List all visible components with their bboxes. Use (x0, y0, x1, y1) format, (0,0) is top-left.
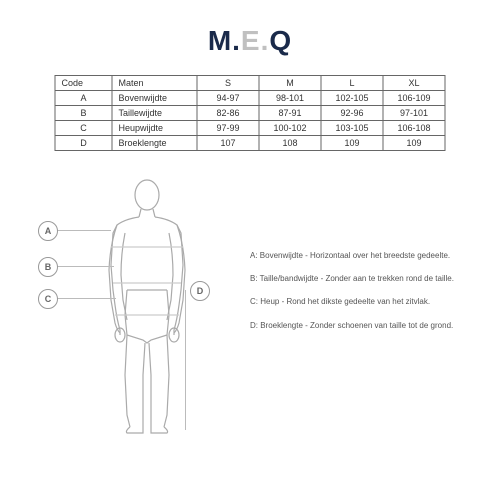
marker-b: B (38, 257, 58, 277)
marker-a: A (38, 221, 58, 241)
cell-code: C (55, 121, 112, 136)
header-l: L (321, 76, 383, 91)
logo-q: Q (269, 25, 292, 56)
cell-value: 106-109 (383, 91, 445, 106)
marker-c-label: C (45, 294, 52, 304)
table-row: A Bovenwijdte 94-97 98-101 102-105 106-1… (55, 91, 445, 106)
cell-value: 108 (259, 136, 321, 151)
header-m: M (259, 76, 321, 91)
logo-e: E. (241, 25, 269, 56)
brand-logo: M.E.Q (208, 25, 292, 57)
cell-value: 97-101 (383, 106, 445, 121)
cell-value: 87-91 (259, 106, 321, 121)
marker-line-a (56, 230, 111, 231)
cell-value: 97-99 (197, 121, 259, 136)
cell-label: Broeklengte (112, 136, 197, 151)
header-xl: XL (383, 76, 445, 91)
table-header-row: Code Maten S M L XL (55, 76, 445, 91)
table-row: D Broeklengte 107 108 109 109 (55, 136, 445, 151)
marker-line-b (56, 266, 114, 267)
table-row: C Heupwijdte 97-99 100-102 103-105 106-1… (55, 121, 445, 136)
cell-value: 107 (197, 136, 259, 151)
body-figure (55, 175, 225, 435)
description-c: C: Heup - Rond het dikste gedeelte van h… (250, 296, 460, 307)
size-chart-table: Code Maten S M L XL A Bovenwijdte 94-97 … (55, 75, 446, 151)
cell-value: 106-108 (383, 121, 445, 136)
cell-value: 98-101 (259, 91, 321, 106)
cell-label: Bovenwijdte (112, 91, 197, 106)
table-row: B Taillewijdte 82-86 87-91 92-96 97-101 (55, 106, 445, 121)
marker-d-label: D (197, 286, 204, 296)
cell-code: D (55, 136, 112, 151)
marker-line-c (56, 298, 116, 299)
cell-label: Heupwijdte (112, 121, 197, 136)
cell-value: 92-96 (321, 106, 383, 121)
marker-b-label: B (45, 262, 52, 272)
cell-value: 103-105 (321, 121, 383, 136)
measurement-descriptions: A: Bovenwijdte - Horizontaal over het br… (250, 250, 460, 343)
marker-d: D (190, 281, 210, 301)
header-code: Code (55, 76, 112, 91)
cell-code: B (55, 106, 112, 121)
cell-value: 82-86 (197, 106, 259, 121)
marker-line-d (185, 290, 186, 430)
cell-value: 94-97 (197, 91, 259, 106)
cell-value: 102-105 (321, 91, 383, 106)
cell-value: 109 (383, 136, 445, 151)
cell-code: A (55, 91, 112, 106)
logo-m: M. (208, 25, 241, 56)
description-a: A: Bovenwijdte - Horizontaal over het br… (250, 250, 460, 261)
header-maten: Maten (112, 76, 197, 91)
description-b: B: Taille/bandwijdte - Zonder aan te tre… (250, 273, 460, 284)
marker-a-label: A (45, 226, 52, 236)
cell-label: Taillewijdte (112, 106, 197, 121)
cell-value: 109 (321, 136, 383, 151)
header-s: S (197, 76, 259, 91)
figure-svg (55, 175, 225, 435)
cell-value: 100-102 (259, 121, 321, 136)
description-d: D: Broeklengte - Zonder schoenen van tai… (250, 320, 460, 331)
marker-c: C (38, 289, 58, 309)
